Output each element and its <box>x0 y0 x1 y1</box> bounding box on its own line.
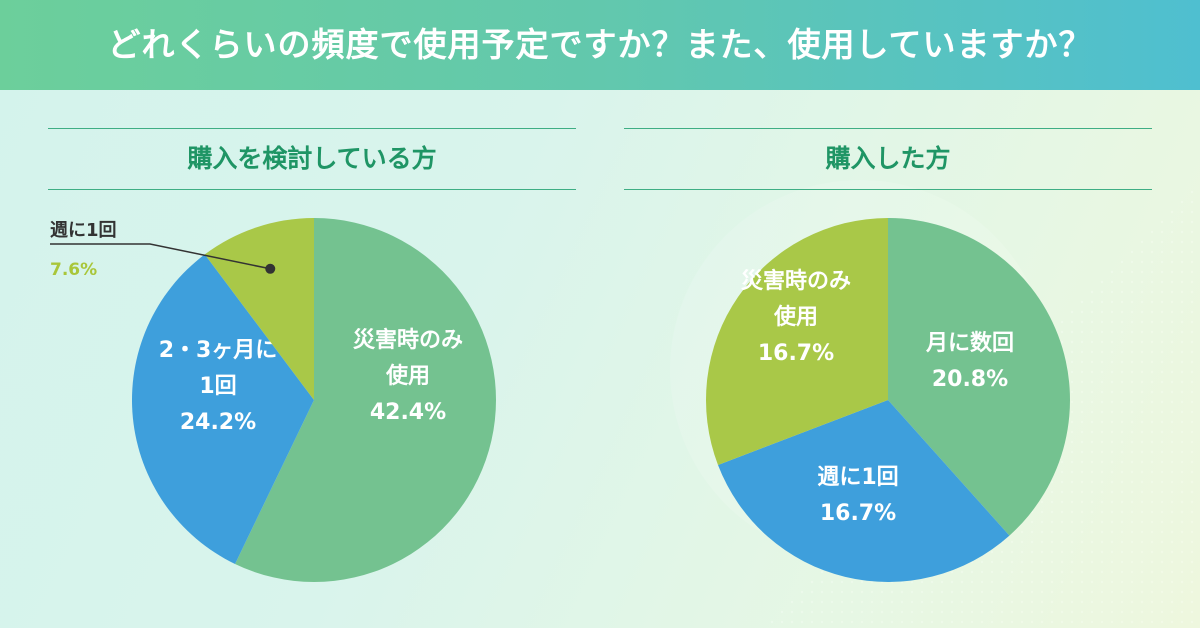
slice-value-label: 16.7% <box>820 501 896 526</box>
pie-slice <box>204 218 314 400</box>
slice-category-label: 使用 <box>773 305 818 330</box>
header-banner: どれくらいの頻度で使用予定ですか？また、使用していますか？ <box>0 0 1200 90</box>
slice-category-label: 1回 <box>199 374 236 399</box>
callout-value-weekly: 7.6% <box>50 260 98 280</box>
pie-slice <box>235 218 497 582</box>
slice-value-label: 16.7% <box>758 341 834 366</box>
chart-title-considering: 購入を検討している方 <box>187 144 437 173</box>
divider <box>48 189 576 190</box>
page-title: どれくらいの頻度で使用予定ですか？また、使用していますか？ <box>107 25 1093 64</box>
slice-category-label: 週に1回 <box>817 465 898 490</box>
pie-slice <box>718 400 1010 582</box>
callout-leader-line <box>50 243 271 270</box>
chart-panel-purchased: 購入した方 <box>624 128 1152 628</box>
slice-category-label: 災害時のみ <box>741 268 851 294</box>
slice-value-label: 42.4% <box>370 400 446 425</box>
callout-label-weekly: 週に1回 <box>50 220 117 241</box>
slice-category-label: 2・3ヶ月に <box>159 338 278 363</box>
divider <box>624 189 1152 190</box>
slice-category-label: 使用 <box>385 364 430 389</box>
chart-panel-considering: 購入を検討している方 <box>48 128 576 628</box>
pie-slice <box>132 254 314 564</box>
callout-dot <box>265 263 276 274</box>
slice-category-label: 災害時のみ <box>353 327 463 353</box>
chart-title-purchased: 購入した方 <box>825 144 951 173</box>
pie-slice <box>706 218 888 465</box>
slice-category-label: 月に数回 <box>925 330 1014 356</box>
divider <box>624 128 1152 129</box>
slice-value-label: 24.2% <box>180 410 256 435</box>
slice-value-label: 20.8% <box>932 367 1008 392</box>
pie-slice <box>888 218 1071 536</box>
divider <box>48 128 576 129</box>
